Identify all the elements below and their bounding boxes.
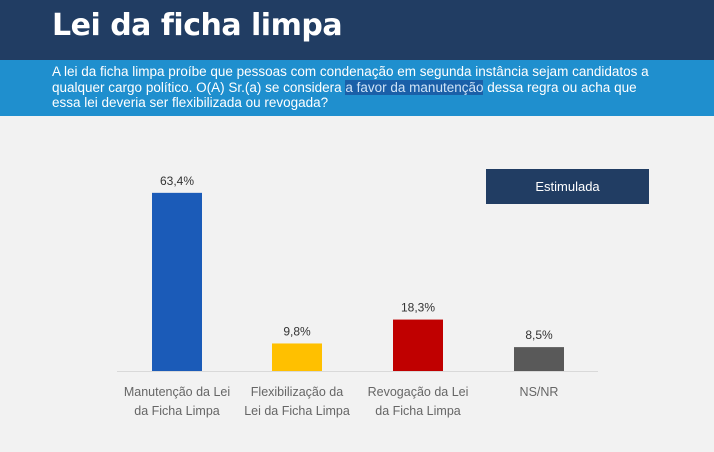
bar-4 xyxy=(514,347,564,371)
stimulated-badge: Estimulada xyxy=(486,169,649,204)
bar-1 xyxy=(152,192,202,371)
category-label: Lei da Ficha Limpa xyxy=(244,404,350,418)
question-text-end: dessa regra ou acha que essa lei deveria… xyxy=(52,79,637,111)
bar-value-label: 8,5% xyxy=(525,328,553,342)
bar-value-label: 18,3% xyxy=(401,301,435,315)
question-highlight: a favor da manutenção xyxy=(345,79,484,95)
bar-value-label: 9,8% xyxy=(283,324,311,338)
bar-value-label: 63,4% xyxy=(160,174,194,188)
question-text: A lei da ficha limpa proíbe que pessoas … xyxy=(52,64,652,111)
title-bar: Lei da ficha limpa xyxy=(0,0,714,60)
bar-3 xyxy=(393,319,443,371)
category-label: Flexibilização da xyxy=(251,385,343,399)
category-label: Manutenção da Lei xyxy=(124,385,230,399)
category-label: NS/NR xyxy=(520,385,559,399)
category-label: da Ficha Limpa xyxy=(134,404,220,418)
page-title: Lei da ficha limpa xyxy=(52,8,343,43)
question-bar: A lei da ficha limpa proíbe que pessoas … xyxy=(0,60,714,116)
category-label: da Ficha Limpa xyxy=(375,404,461,418)
bar-2 xyxy=(272,343,322,371)
category-label: Revogação da Lei xyxy=(368,385,469,399)
question-text-start: A lei da ficha limpa proíbe que pessoas … xyxy=(52,64,649,95)
